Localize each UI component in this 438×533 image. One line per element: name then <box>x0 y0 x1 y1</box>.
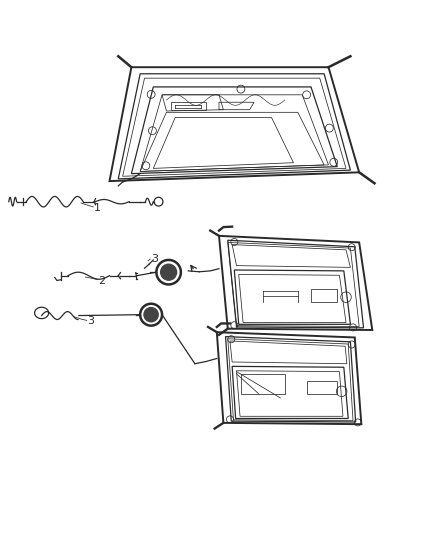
Text: 3: 3 <box>151 254 158 264</box>
Text: 2: 2 <box>99 276 106 286</box>
Circle shape <box>144 308 158 322</box>
Text: 1: 1 <box>94 203 101 213</box>
Text: 3: 3 <box>88 316 95 326</box>
Circle shape <box>161 264 177 280</box>
